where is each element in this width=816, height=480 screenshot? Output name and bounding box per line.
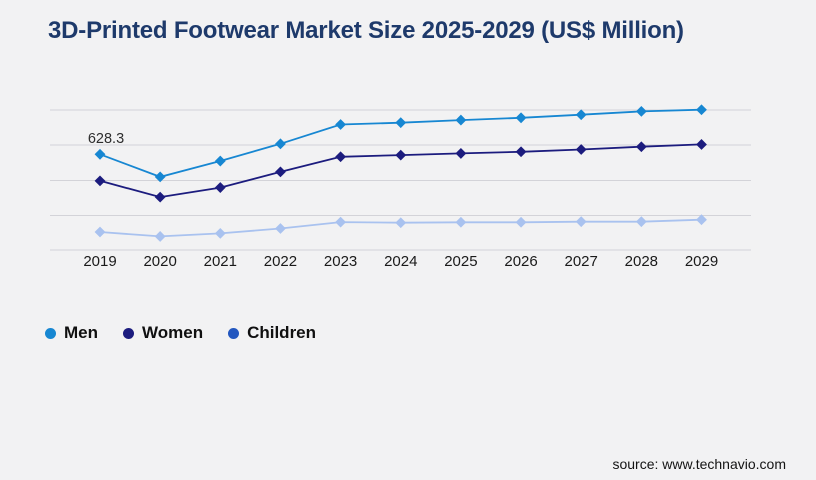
men-series-dot-icon — [45, 327, 56, 339]
marker-women-2019 — [94, 175, 106, 187]
x-tick-2026: 2026 — [504, 253, 537, 270]
marker-children-2028 — [635, 216, 647, 228]
marker-children-2024 — [395, 217, 407, 229]
x-tick-2023: 2023 — [324, 253, 357, 270]
marker-men-2027 — [575, 109, 587, 121]
x-tick-2021: 2021 — [204, 253, 237, 270]
marker-men-2020 — [154, 171, 166, 183]
marker-men-2024 — [395, 117, 407, 129]
marker-children-2023 — [335, 216, 346, 228]
marker-men-2025 — [455, 114, 467, 126]
women-series-dot-icon — [123, 327, 134, 339]
x-tick-2020: 2020 — [143, 253, 176, 270]
x-axis-labels: 2019 2020 2021 2022 2023 2024 2025 2026 2027 2028… — [83, 253, 718, 270]
source-attribution: source: www.technavio.com — [612, 456, 786, 472]
marker-women-2022 — [275, 166, 286, 178]
x-tick-2027: 2027 — [565, 253, 598, 270]
gridlines — [50, 109, 751, 251]
marker-children-2027 — [575, 216, 587, 228]
marker-men-2023 — [335, 119, 346, 130]
marker-children-2019 — [94, 226, 106, 238]
marker-children-2021 — [214, 227, 226, 239]
children-series-dot-icon — [228, 327, 240, 339]
marker-children-2020 — [154, 231, 166, 242]
marker-men-2026 — [515, 112, 527, 124]
marker-women-2028 — [635, 141, 647, 153]
legend-label-children: Children — [247, 323, 317, 342]
marker-women-2026 — [515, 146, 527, 158]
x-tick-2029: 2029 — [685, 253, 718, 270]
x-tick-2028: 2028 — [625, 253, 658, 270]
marker-women-2029 — [696, 139, 707, 150]
series-lines — [94, 104, 707, 242]
chart-title: 3D-Printed Footwear Market Size 2025-202… — [48, 17, 684, 44]
marker-women-2027 — [575, 144, 587, 155]
marker-women-2025 — [455, 148, 467, 159]
marker-men-2029 — [696, 104, 707, 116]
marker-men-2022 — [275, 138, 286, 150]
x-tick-2025: 2025 — [444, 253, 477, 270]
legend-label-men: Men — [64, 323, 98, 342]
legend: Men Women Children — [45, 324, 316, 342]
marker-men-2019 — [94, 148, 106, 160]
legend-item-men: Men — [45, 324, 98, 342]
marker-children-2026 — [515, 216, 527, 228]
marker-children-2029 — [696, 214, 707, 226]
marker-women-2024 — [395, 149, 407, 161]
marker-children-2022 — [275, 223, 286, 234]
marker-women-2020 — [154, 191, 166, 203]
x-tick-2022: 2022 — [264, 253, 297, 270]
legend-item-women: Women — [123, 324, 203, 342]
marker-women-2023 — [335, 151, 346, 163]
legend-item-children: Children — [228, 324, 316, 342]
legend-label-women: Women — [142, 323, 204, 342]
marker-women-2021 — [214, 182, 226, 193]
marker-men-2028 — [635, 105, 647, 117]
x-tick-2019: 2019 — [83, 253, 116, 270]
x-tick-2024: 2024 — [384, 253, 417, 270]
marker-men-2021 — [214, 155, 226, 167]
marker-children-2025 — [455, 216, 467, 228]
data-label-men-2019: 628.3 — [88, 131, 124, 147]
